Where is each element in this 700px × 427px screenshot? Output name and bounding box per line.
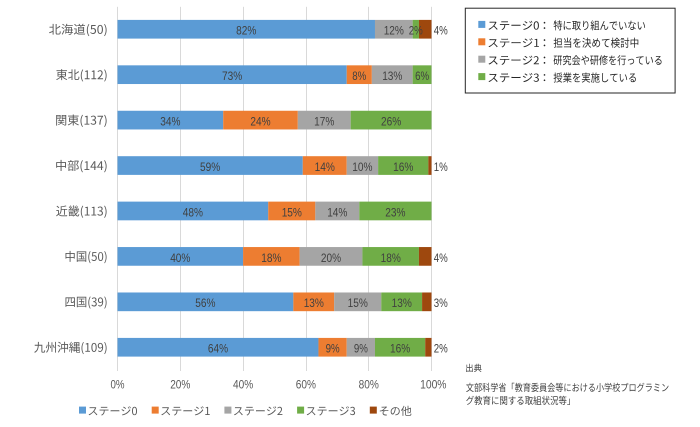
svg-text:17%: 17%	[314, 115, 334, 129]
svg-text:3%: 3%	[434, 296, 448, 310]
svg-text:2%: 2%	[409, 24, 423, 38]
svg-text:15%: 15%	[348, 296, 368, 310]
svg-text:9%: 9%	[354, 342, 368, 356]
svg-text:15%: 15%	[282, 205, 302, 219]
svg-text:10%: 10%	[352, 160, 372, 174]
svg-text:13%: 13%	[382, 69, 402, 83]
svg-text:12%: 12%	[384, 24, 404, 38]
svg-text:14%: 14%	[327, 205, 347, 219]
svg-text:0%: 0%	[111, 378, 125, 392]
svg-text:64%: 64%	[208, 342, 228, 356]
svg-text:16%: 16%	[393, 160, 413, 174]
svg-text:18%: 18%	[381, 251, 401, 265]
svg-text:20%: 20%	[321, 251, 341, 265]
svg-text:13%: 13%	[304, 296, 324, 310]
svg-text:82%: 82%	[236, 24, 256, 38]
svg-text:24%: 24%	[250, 115, 270, 129]
svg-text:2%: 2%	[434, 342, 448, 356]
svg-text:18%: 18%	[261, 251, 281, 265]
svg-text:16%: 16%	[390, 342, 410, 356]
svg-text:48%: 48%	[183, 205, 203, 219]
svg-text:56%: 56%	[195, 296, 215, 310]
svg-text:23%: 23%	[385, 205, 405, 219]
svg-text:4%: 4%	[434, 251, 448, 265]
svg-text:14%: 14%	[315, 160, 335, 174]
svg-text:13%: 13%	[392, 296, 412, 310]
svg-text:20%: 20%	[170, 378, 190, 392]
svg-text:6%: 6%	[415, 69, 429, 83]
svg-text:8%: 8%	[352, 69, 366, 83]
svg-text:59%: 59%	[200, 160, 220, 174]
svg-text:9%: 9%	[326, 342, 340, 356]
svg-text:80%: 80%	[359, 378, 379, 392]
svg-text:40%: 40%	[233, 378, 253, 392]
svg-text:100%: 100%	[420, 378, 447, 392]
svg-text:34%: 34%	[160, 115, 180, 129]
svg-text:4%: 4%	[434, 24, 448, 38]
svg-text:1%: 1%	[434, 160, 448, 174]
svg-text:26%: 26%	[381, 115, 401, 129]
svg-text:73%: 73%	[222, 69, 242, 83]
svg-text:40%: 40%	[170, 251, 190, 265]
svg-text:60%: 60%	[296, 378, 316, 392]
